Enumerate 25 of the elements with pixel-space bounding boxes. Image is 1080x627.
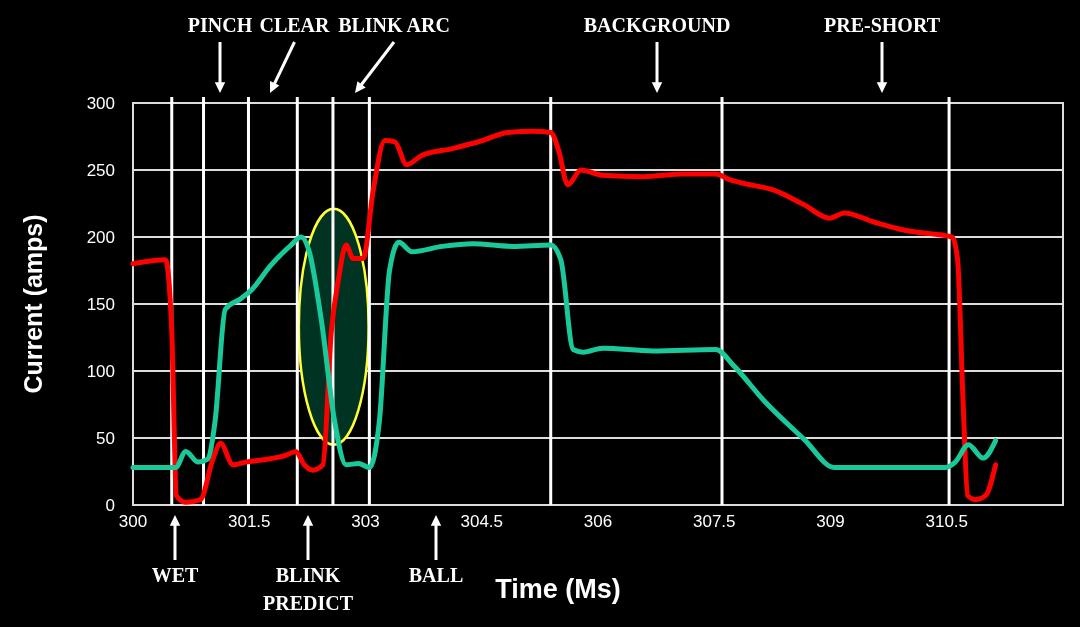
x-tick-label: 303 [351,512,380,531]
y-axis-title: Current (amps) [19,214,47,394]
text: PINCH [187,14,253,36]
x-tick-label: 301.5 [227,512,271,531]
x-tick-label: 307.5 [692,512,736,531]
y-tick-label: 100 [86,362,115,381]
x-axis-title: Time (Ms) [495,574,621,604]
text: BALL [408,564,464,586]
y-tick-label: 50 [96,429,115,448]
y-tick-label: 250 [86,161,115,180]
text: BACKGROUND [583,14,731,36]
x-tick-label: 304.5 [460,512,504,531]
x-tick-label: 310.5 [925,512,969,531]
text: BLINK PREDICT [262,564,354,614]
y-tick-label: 150 [86,295,115,314]
x-tick-label: 306 [583,512,613,531]
x-tick-label: 300 [118,512,148,531]
text: BLINK ARC [338,14,450,36]
text: PRE-SHORT [824,14,941,36]
y-tick-label: 0 [105,496,115,515]
text: WET [151,564,199,586]
text: CLEAR [259,14,331,36]
y-tick-label: 300 [86,94,115,113]
y-tick-label: 200 [86,228,115,247]
x-tick-label: 309 [816,512,845,531]
